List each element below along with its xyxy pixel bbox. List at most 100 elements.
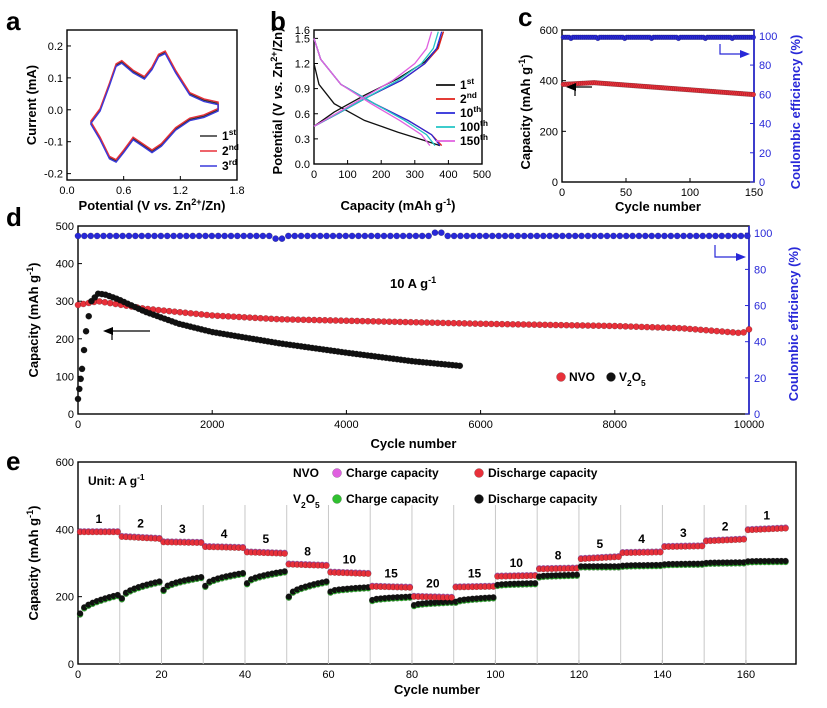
discharge-curve-150th bbox=[313, 38, 431, 146]
efficiency-point bbox=[450, 232, 458, 240]
efficiency-point bbox=[731, 232, 738, 240]
x-axis-label: Cycle number bbox=[394, 682, 480, 697]
plot-frame-c bbox=[561, 29, 755, 183]
right-axis-label: Coulombic efficiency (%) bbox=[786, 247, 801, 402]
x-tick-label: 0 bbox=[75, 669, 81, 681]
x-tick-label: 100 bbox=[486, 669, 504, 681]
efficiency-point bbox=[533, 232, 541, 240]
v2o5-discharge-point bbox=[243, 579, 251, 587]
nvo-discharge-point bbox=[114, 528, 121, 536]
x-tick-label: 1.8 bbox=[229, 185, 244, 197]
x-tick-label: 6000 bbox=[468, 419, 492, 431]
panel-label-c: c bbox=[518, 2, 532, 32]
efficiency-point bbox=[667, 232, 675, 240]
v2o5-discharge-point bbox=[114, 591, 121, 599]
x-tick-label: 1.2 bbox=[173, 185, 188, 197]
x-axis-label: Potential (V vs. Zn2+/Zn) bbox=[79, 197, 226, 213]
y-tick-label: 300 bbox=[56, 296, 74, 308]
efficiency-point bbox=[680, 232, 687, 240]
efficiency-point bbox=[750, 34, 757, 40]
efficiency-point bbox=[138, 232, 146, 240]
rate-label: 8 bbox=[555, 548, 562, 562]
y-tick-label: 0.0 bbox=[48, 105, 63, 117]
nvo-point bbox=[740, 329, 747, 336]
efficiency-point bbox=[444, 232, 452, 240]
right-tick-label: 100 bbox=[754, 228, 772, 240]
efficiency-point bbox=[418, 232, 426, 240]
right-tick-label: 20 bbox=[759, 148, 771, 160]
x-tick-label: 10000 bbox=[734, 419, 765, 431]
legend-swatch bbox=[474, 468, 484, 478]
v2o5-discharge-point bbox=[156, 578, 163, 585]
efficiency-point bbox=[323, 232, 330, 240]
efficiency-point bbox=[221, 232, 228, 240]
efficiency-point bbox=[93, 232, 101, 240]
y-tick-label: 500 bbox=[56, 221, 74, 233]
efficiency-point bbox=[648, 232, 656, 240]
y-tick-label: 0 bbox=[68, 409, 74, 421]
right-tick-label: 0 bbox=[754, 409, 760, 421]
efficiency-point bbox=[705, 232, 713, 240]
nvo-discharge-point bbox=[323, 562, 330, 569]
y-tick-label: 400 bbox=[56, 259, 74, 271]
efficiency-point bbox=[616, 232, 624, 240]
legend-entry: Discharge capacity bbox=[488, 492, 598, 506]
x-tick-label: 0 bbox=[559, 187, 565, 199]
efficiency-point bbox=[565, 232, 573, 240]
efficiency-axis-arrow bbox=[719, 44, 742, 55]
efficiency-point bbox=[463, 232, 471, 240]
efficiency-point bbox=[539, 232, 547, 240]
right-tick-label: 60 bbox=[754, 301, 766, 313]
rate-label: 15 bbox=[384, 567, 398, 581]
nvo-discharge-point bbox=[281, 550, 288, 557]
efficiency-point bbox=[482, 232, 490, 240]
efficiency-point bbox=[476, 232, 483, 240]
nvo-discharge-point bbox=[197, 539, 205, 547]
efficiency-point bbox=[578, 232, 585, 240]
right-tick-label: 100 bbox=[759, 31, 777, 43]
efficiency-point bbox=[559, 232, 566, 240]
efficiency-point bbox=[355, 232, 362, 240]
efficiency-point bbox=[673, 232, 681, 240]
v2o5-point bbox=[85, 312, 93, 320]
efficiency-point bbox=[272, 235, 279, 243]
efficiency-point bbox=[100, 232, 107, 240]
efficiency-point bbox=[329, 232, 337, 240]
efficiency-point bbox=[692, 232, 700, 240]
legend-entry: 2nd bbox=[460, 90, 477, 106]
rate-label: 10 bbox=[510, 556, 524, 570]
cv-curve-3rd bbox=[89, 52, 219, 163]
capacity-point bbox=[750, 91, 757, 98]
efficiency-point bbox=[622, 232, 630, 240]
x-tick-label: 50 bbox=[620, 187, 632, 199]
efficiency-point bbox=[743, 232, 751, 240]
y-axis-label: Capacity (mAh g-1) bbox=[517, 54, 533, 169]
x-axis-label: Cycle number bbox=[615, 199, 701, 214]
discharge-curve-1st bbox=[313, 63, 441, 147]
efficiency-point bbox=[112, 232, 120, 240]
x-tick-label: 100 bbox=[338, 169, 356, 181]
legend-entry: NVO bbox=[569, 370, 595, 384]
y-tick-label: 1.5 bbox=[295, 33, 310, 45]
panel-label-e: e bbox=[6, 446, 20, 476]
plot-frame-a bbox=[66, 29, 238, 181]
legend-entry: Discharge capacity bbox=[488, 466, 598, 480]
rate-label: 1 bbox=[763, 508, 770, 522]
y-tick-label: 0 bbox=[552, 177, 558, 189]
efficiency-point bbox=[571, 232, 579, 240]
efficiency-point bbox=[265, 232, 273, 240]
efficiency-point bbox=[163, 232, 171, 240]
efficiency-point bbox=[170, 232, 177, 240]
efficiency-point bbox=[278, 235, 286, 243]
v2o5-point bbox=[82, 327, 90, 335]
nvo-discharge-point bbox=[448, 594, 455, 601]
charge-curve-100th bbox=[313, 31, 439, 127]
v2o5-discharge-point bbox=[285, 593, 293, 600]
rate-label: 10 bbox=[343, 552, 357, 566]
x-tick-label: 20 bbox=[155, 669, 167, 681]
legend-entry: 3rd bbox=[222, 157, 237, 173]
legend-entry: Charge capacity bbox=[346, 466, 439, 480]
rate-label: 5 bbox=[263, 532, 270, 546]
efficiency-point bbox=[195, 232, 203, 240]
efficiency-point bbox=[641, 232, 649, 240]
